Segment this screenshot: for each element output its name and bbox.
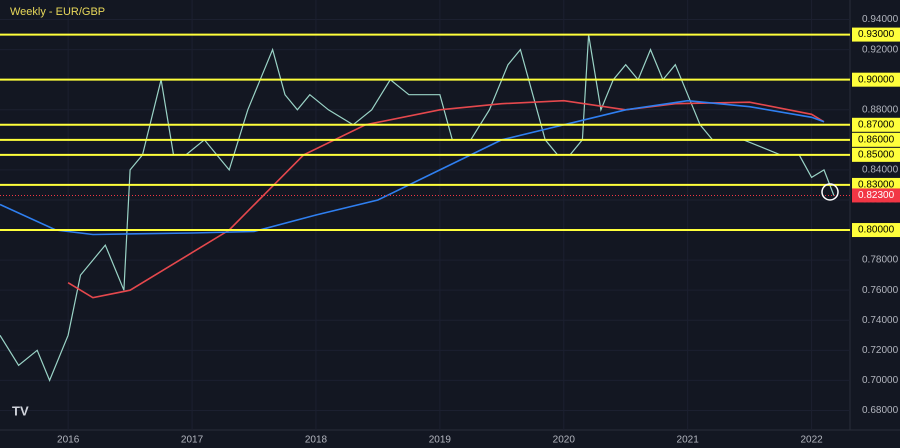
level-label-box	[852, 72, 900, 87]
x-tick-label: 2021	[677, 435, 700, 446]
x-tick-label: 2020	[553, 435, 576, 446]
level-label-box	[852, 177, 900, 192]
level-label: 0.83000	[858, 180, 895, 191]
logo: TV	[12, 403, 29, 418]
level-label: 0.86000	[858, 134, 895, 145]
level-label: 0.85000	[858, 150, 895, 161]
x-tick-label: 2017	[181, 435, 204, 446]
y-tick-label: 0.88000	[862, 104, 899, 115]
highlight-circle	[821, 183, 839, 201]
y-tick-label: 0.76000	[862, 285, 899, 296]
series-line	[0, 34, 835, 382]
y-tick-label: 0.68000	[862, 405, 899, 416]
level-label-box	[852, 117, 900, 132]
level-label-box	[852, 223, 900, 238]
y-tick-label: 0.84000	[862, 165, 899, 176]
level-label: 0.90000	[858, 74, 895, 85]
x-tick-label: 2018	[305, 435, 328, 446]
chart-title: Weekly - EUR/GBP	[10, 6, 105, 18]
plot	[0, 0, 850, 430]
series-line	[0, 99, 825, 236]
y-tick-label: 0.92000	[862, 44, 899, 55]
last-price-label: 0.82300	[858, 190, 895, 201]
level-label-box	[852, 27, 900, 42]
y-tick-label: 0.72000	[862, 345, 899, 356]
x-tick-label: 2019	[429, 435, 452, 446]
level-label: 0.93000	[858, 29, 895, 40]
level-label-box	[852, 147, 900, 162]
x-tick-label: 2016	[57, 435, 80, 446]
level-label: 0.87000	[858, 119, 895, 130]
x-tick-label: 2022	[800, 435, 823, 446]
y-tick-label: 0.70000	[862, 375, 899, 386]
y-tick-label: 0.78000	[862, 255, 899, 266]
y-tick-label: 0.94000	[862, 14, 899, 25]
last-price-box	[852, 188, 900, 203]
level-label-box	[852, 132, 900, 147]
level-label: 0.80000	[858, 225, 895, 236]
y-tick-label: 0.74000	[862, 315, 899, 326]
